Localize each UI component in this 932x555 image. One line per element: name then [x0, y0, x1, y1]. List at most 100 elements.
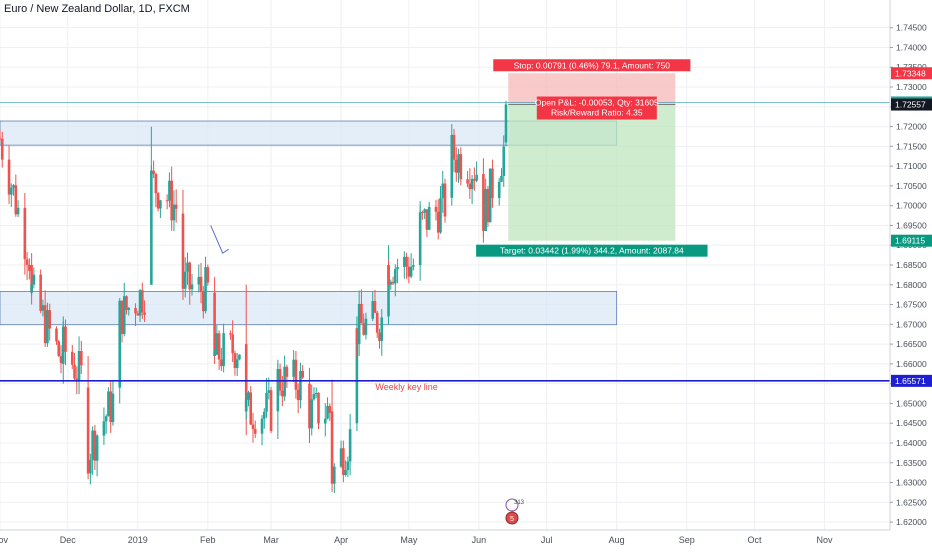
event-badge-count: 5 [510, 516, 514, 523]
candle-body [391, 281, 395, 284]
price-tick-label: 1.70000 [896, 201, 927, 211]
time-tick-label: 2019 [128, 535, 148, 545]
price-tick-label: 1.71000 [896, 161, 927, 171]
candle-body [360, 303, 363, 324]
candle-body [150, 181, 153, 285]
candle-body [475, 174, 478, 181]
candle-body [222, 333, 225, 367]
pnl-label-line2: Risk/Reward Ratio: 4.35 [551, 108, 643, 118]
candle-body [355, 328, 359, 345]
event-badge-label: 313 [514, 500, 525, 506]
candle-body [328, 405, 332, 414]
pnl-label: Open P&L: -0.00053, Qty: 31605Risk/Rewar… [535, 96, 659, 120]
key-line-label: Weekly key line [375, 382, 437, 392]
candle-body [150, 170, 153, 182]
candle-body [247, 392, 250, 400]
price-tag: 1.73348 [891, 67, 932, 80]
time-tick-label: Nov [0, 535, 8, 545]
candle-body [330, 411, 334, 475]
target-label: Target: 0.03442 (1.99%) 344.2, Amount: 2… [476, 244, 708, 257]
candle-body [199, 276, 203, 292]
price-tick-label: 1.63500 [896, 458, 927, 468]
candle-body [197, 276, 201, 285]
candle-body [491, 168, 494, 199]
price-tag-bg [891, 67, 932, 80]
candle-body [46, 310, 49, 344]
chart-title: Euro / New Zealand Dollar, 1D, FXCM [4, 3, 190, 15]
stop-label-text: Stop: 0.00791 (0.46%) 79.1, Amount: 750 [514, 60, 671, 70]
zone-rect-2 [0, 291, 618, 326]
price-tick-label: 1.67000 [896, 319, 927, 329]
price-tag-text: 1.72557 [895, 100, 926, 110]
candle-body [482, 174, 485, 214]
candle-body [61, 348, 65, 364]
candle-body [170, 180, 173, 221]
price-tag-bg [891, 98, 932, 111]
candle-body [86, 450, 90, 474]
candle-body [109, 391, 112, 423]
candle-body [454, 159, 458, 173]
candle-body [86, 387, 90, 451]
candle-body [23, 207, 27, 260]
candle-body [387, 265, 390, 317]
candle-body [421, 212, 424, 214]
candle-body [276, 379, 280, 412]
candle-body [75, 378, 79, 381]
price-tick-label: 1.69500 [896, 220, 927, 230]
candle-body [141, 290, 144, 313]
candle-body [502, 146, 506, 176]
candle-body [396, 266, 399, 270]
candle-body [32, 274, 36, 285]
time-tick-label: Oct [747, 535, 762, 545]
candle-body [12, 185, 15, 188]
candle-body [346, 461, 350, 471]
candle-body [118, 300, 122, 317]
candle-body [154, 173, 158, 194]
time-tick-label: Feb [200, 535, 216, 545]
price-axis: 1.62000 1.62500 1.63000 1.63500 1.64000 1.645… [889, 0, 927, 530]
candle-body [118, 316, 122, 388]
candle-body [0, 138, 4, 160]
price-tag: 1.72557 [891, 98, 932, 111]
candle-body [470, 178, 474, 190]
candle-body [403, 256, 406, 267]
candle-body [308, 411, 311, 429]
candle-body [342, 448, 345, 475]
candle-body [165, 200, 169, 202]
candle-body [25, 259, 29, 265]
candle-body [500, 175, 503, 182]
price-tick-label: 1.68000 [896, 280, 927, 290]
candle-body [269, 390, 273, 431]
candle-body [265, 392, 268, 412]
candle-body [231, 334, 234, 354]
candle-body [387, 265, 390, 285]
candle-body [323, 418, 327, 424]
candle-body [355, 328, 359, 424]
time-tick-label: Nov [816, 535, 833, 545]
candle-body [473, 178, 476, 181]
candle-body [127, 307, 131, 310]
candle-body [9, 187, 13, 195]
candle-body [339, 448, 343, 467]
price-tag-text: 1.73348 [895, 68, 926, 78]
candle-body [64, 326, 67, 352]
time-tick-label: Mar [263, 535, 279, 545]
candle-body [201, 291, 205, 312]
candle-body [450, 154, 454, 198]
candle-body [28, 264, 31, 271]
candle-body [217, 333, 221, 360]
candle-body [452, 134, 456, 160]
candle-body [168, 180, 171, 201]
target-label-bg [476, 244, 708, 257]
candle-body [326, 405, 329, 419]
candle-body [468, 183, 472, 190]
candle-body [80, 350, 83, 366]
price-tick-label: 1.64000 [896, 438, 927, 448]
candle-body [57, 341, 61, 357]
candle-body [188, 262, 192, 290]
candle-body [380, 317, 384, 341]
price-tag-text: 1.65571 [895, 376, 926, 386]
candle-body [0, 138, 2, 140]
candle-body [443, 183, 447, 217]
